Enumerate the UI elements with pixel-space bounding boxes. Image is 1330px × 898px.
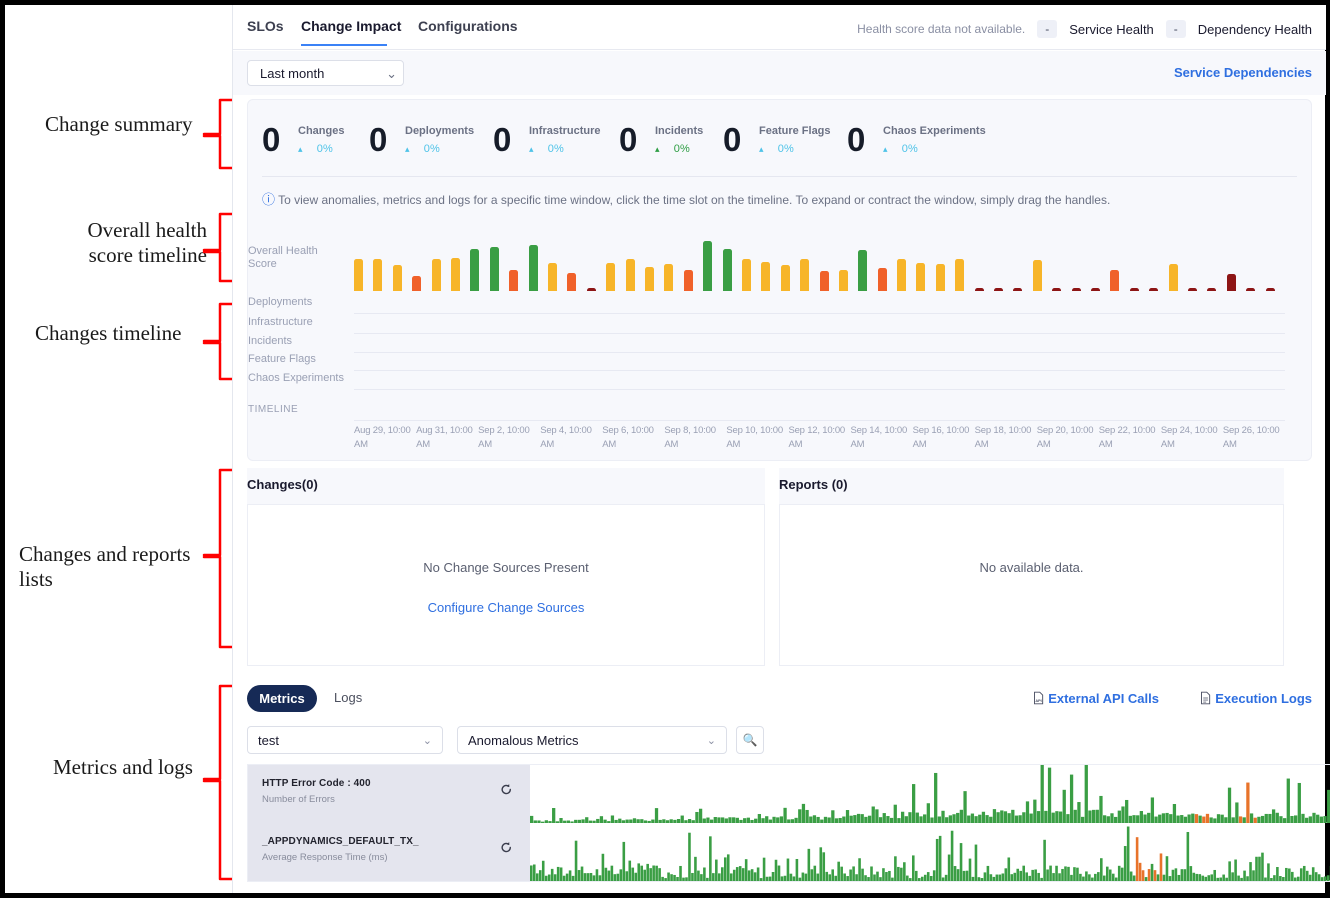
svg-text:API: API [1035,699,1041,703]
